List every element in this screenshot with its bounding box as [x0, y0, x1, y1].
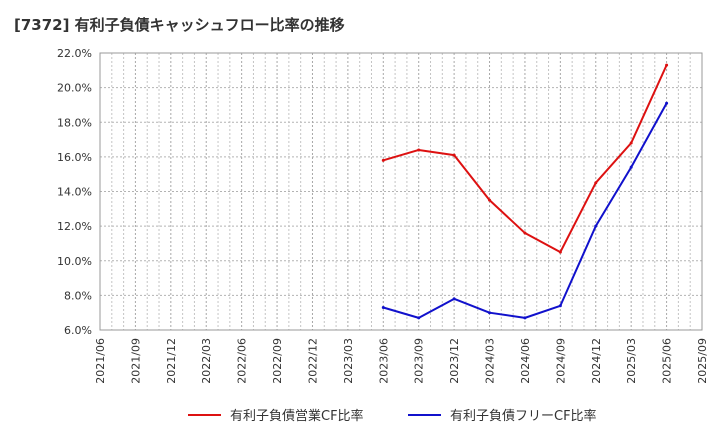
data-point: [381, 305, 385, 309]
data-point: [665, 101, 669, 105]
y-tick-label: 6.0%: [64, 324, 92, 337]
y-tick-label: 20.0%: [57, 82, 92, 95]
x-tick-label: 2024/06: [519, 338, 532, 384]
series-layer: [381, 63, 669, 320]
y-tick-label: 10.0%: [57, 255, 92, 268]
x-tick-label: 2023/06: [377, 338, 390, 384]
y-tick-label: 12.0%: [57, 220, 92, 233]
y-tick-label: 22.0%: [57, 47, 92, 60]
data-point: [488, 311, 492, 315]
plot-area: [99, 52, 703, 331]
x-tick-label: 2022/03: [200, 338, 213, 384]
data-point: [665, 63, 669, 67]
y-tick-label: 18.0%: [57, 116, 92, 129]
x-tick-label: 2025/06: [661, 338, 674, 384]
y-axis: 6.0% 8.0% 10.0% 12.0% 14.0% 16.0% 18.0% 20.0% 22…: [57, 47, 92, 337]
x-tick-label: 2025/03: [625, 338, 638, 384]
y-tick-label: 8.0%: [64, 289, 92, 302]
data-point: [594, 224, 598, 228]
data-point: [452, 297, 456, 301]
legend-label-2: 有利子負債フリーCF比率: [450, 408, 597, 424]
x-tick-label: 2021/09: [129, 338, 142, 384]
x-tick-label: 2024/09: [554, 338, 567, 384]
x-tick-label: 2022/12: [306, 338, 319, 384]
grid-layer: [99, 52, 703, 331]
chart-title: [7372] 有利子負債キャッシュフロー比率の推移: [14, 16, 345, 34]
y-tick-label: 14.0%: [57, 186, 92, 199]
y-tick-label: 16.0%: [57, 151, 92, 164]
data-point: [523, 231, 527, 235]
x-tick-label: 2022/06: [236, 338, 249, 384]
data-point: [629, 141, 633, 145]
data-point: [452, 153, 456, 157]
x-tick-label: 2024/03: [484, 338, 497, 384]
x-tick-label: 2023/09: [413, 338, 426, 384]
x-tick-label: 2023/03: [342, 338, 355, 384]
data-point: [523, 316, 527, 320]
x-tick-label: 2021/12: [165, 338, 178, 384]
data-point: [629, 165, 633, 169]
x-axis: 2021/06 2021/09 2021/12 2022/03 2022/06 2022/…: [94, 338, 709, 384]
legend-label-1: 有利子負債営業CF比率: [230, 408, 364, 424]
data-point: [417, 316, 421, 320]
data-point: [417, 148, 421, 152]
data-point: [594, 181, 598, 185]
x-tick-label: 2021/06: [94, 338, 107, 384]
data-point: [558, 304, 562, 308]
data-point: [558, 250, 562, 254]
data-point: [381, 158, 385, 162]
data-point: [488, 198, 492, 202]
x-tick-label: 2023/12: [448, 338, 461, 384]
x-tick-label: 2024/12: [590, 338, 603, 384]
x-tick-label: 2022/09: [271, 338, 284, 384]
legend: 有利子負債営業CF比率 有利子負債フリーCF比率: [188, 408, 597, 424]
x-tick-label: 2025/09: [696, 338, 709, 384]
